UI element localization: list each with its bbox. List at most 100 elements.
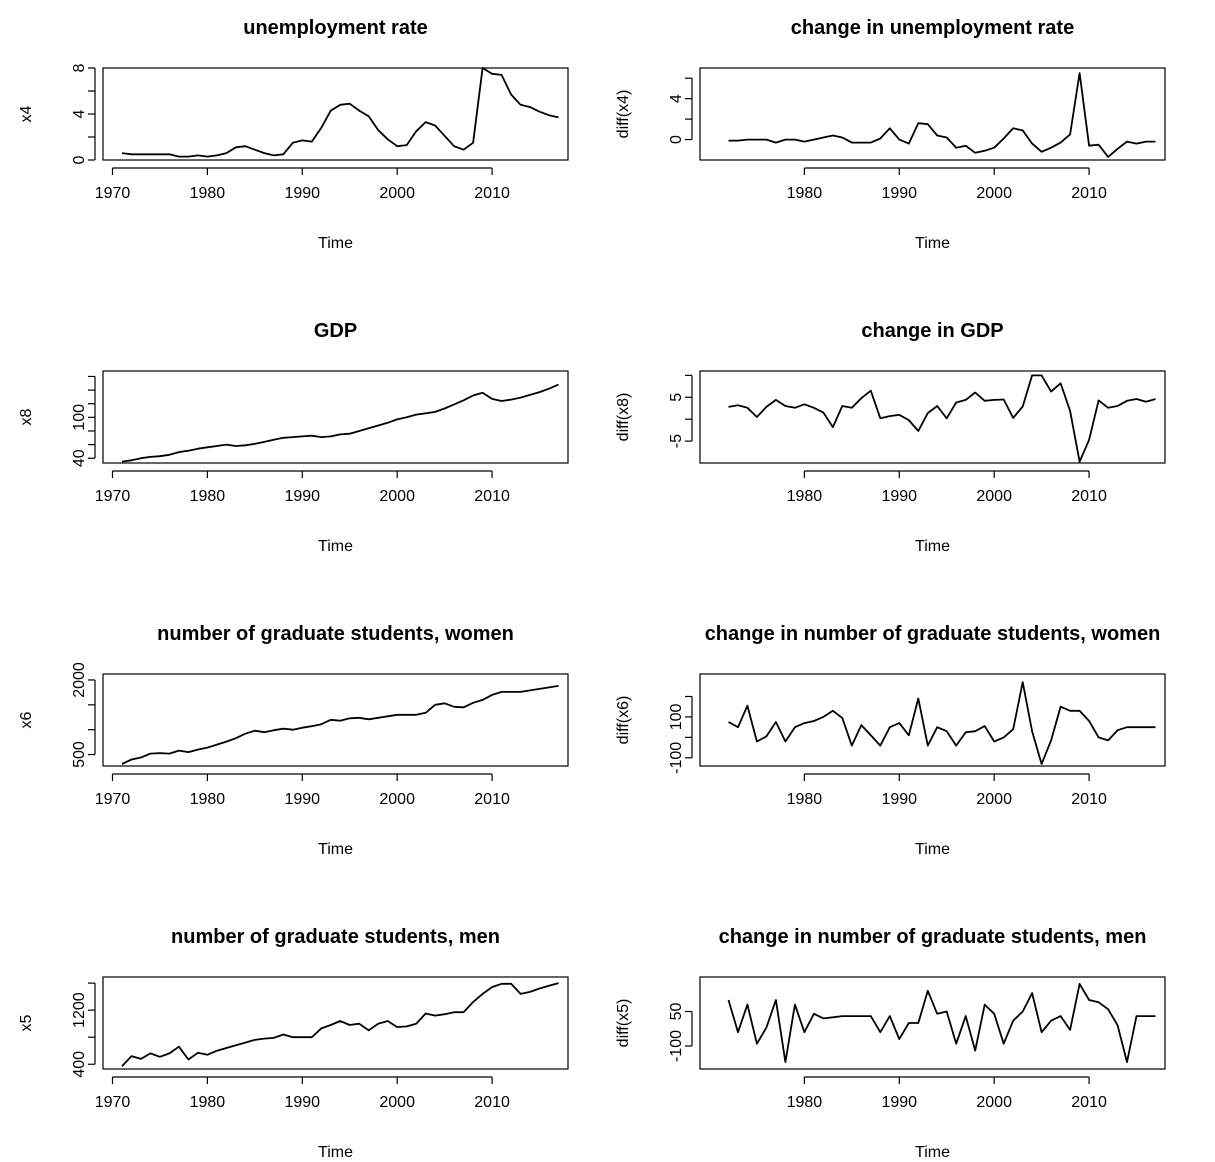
x-tick-label: 2010: [474, 1094, 510, 1111]
chart-title: change in unemployment rate: [791, 17, 1074, 39]
x-tick-label: 1990: [284, 488, 320, 505]
series-line: [728, 72, 1156, 158]
y-tick-label: -100: [668, 742, 685, 774]
y-tick-label: 100: [71, 404, 88, 431]
y-tick-label: -5: [668, 434, 685, 448]
x-axis-label: Time: [915, 1144, 950, 1161]
x-tick-label: 2010: [1071, 488, 1107, 505]
x-tick-label: 2000: [976, 488, 1012, 505]
series-line: [121, 67, 559, 158]
x-axis-label: Time: [915, 841, 950, 858]
x-tick-label: 2010: [474, 488, 510, 505]
y-tick-label: 40: [71, 449, 88, 467]
y-tick-label: 0: [71, 155, 88, 164]
y-axis-label: x8: [18, 408, 35, 425]
x-tick-label: 1970: [95, 488, 131, 505]
x-tick-label: 1990: [881, 1094, 917, 1111]
y-tick-label: 1200: [71, 992, 88, 1028]
x-tick-label: 1990: [284, 1094, 320, 1111]
x-tick-label: 2000: [976, 1094, 1012, 1111]
x-axis-label: Time: [915, 235, 950, 252]
x-tick-label: 2010: [474, 185, 510, 202]
y-axis-label: x6: [18, 711, 35, 728]
y-tick-label: 50: [668, 1003, 685, 1021]
series-line: [121, 383, 559, 463]
plot-frame: [102, 673, 569, 767]
x-tick-label: 1970: [95, 1094, 131, 1111]
y-tick-label: 400: [71, 1051, 88, 1078]
chart-panel-5: number of graduate students, women 1970 19…: [18, 623, 569, 858]
plot-frame: [699, 673, 1166, 767]
x-tick-label: 1980: [190, 791, 226, 808]
x-axis-label: Time: [318, 235, 353, 252]
chart-panel-3: GDP 1970 1980 1990 2000 2010 40 100 Time x8: [18, 320, 569, 555]
y-tick-label: 8: [71, 63, 88, 72]
plot-frame: [102, 67, 569, 161]
y-tick-label: 2000: [71, 662, 88, 698]
chart-title: number of graduate students, women: [157, 623, 514, 645]
x-tick-label: 1990: [881, 791, 917, 808]
x-tick-label: 1980: [787, 1094, 823, 1111]
y-tick-label: 100: [668, 703, 685, 730]
x-axis-label: Time: [915, 538, 950, 555]
plot-frame: [699, 67, 1166, 161]
y-tick-label: 4: [668, 94, 685, 103]
chart-title: change in number of graduate students, m…: [719, 926, 1147, 948]
y-axis-label: diff(x6): [615, 696, 632, 745]
x-tick-label: 2000: [976, 185, 1012, 202]
x-tick-label: 2000: [379, 1094, 415, 1111]
x-tick-label: 1980: [787, 488, 823, 505]
y-tick-label: 5: [668, 393, 685, 402]
x-axis-label: Time: [318, 841, 353, 858]
x-tick-label: 1990: [881, 488, 917, 505]
x-tick-label: 1990: [284, 185, 320, 202]
y-tick-label: 0: [668, 135, 685, 144]
plot-frame: [699, 370, 1166, 464]
plot-frame: [102, 976, 569, 1070]
y-axis-label: diff(x5): [615, 999, 632, 1048]
plot-frame: [102, 370, 569, 464]
x-tick-label: 1990: [284, 791, 320, 808]
x-tick-label: 2000: [976, 791, 1012, 808]
y-tick-label: 500: [71, 741, 88, 768]
y-axis-label: x4: [18, 105, 35, 122]
y-tick-label: -100: [668, 1030, 685, 1062]
chart-title: unemployment rate: [243, 17, 427, 39]
x-tick-label: 1980: [787, 185, 823, 202]
series-line: [728, 681, 1156, 765]
y-tick-label: 4: [71, 109, 88, 118]
x-tick-label: 1980: [190, 185, 226, 202]
y-axis-label: diff(x8): [615, 393, 632, 442]
x-tick-label: 2000: [379, 488, 415, 505]
chart-panel-7: number of graduate students, men 1970 1980…: [18, 926, 569, 1161]
x-tick-label: 2000: [379, 185, 415, 202]
x-tick-label: 1980: [787, 791, 823, 808]
x-axis-label: Time: [318, 538, 353, 555]
chart-panel-1: unemployment rate 1970 1980 1990 2000 2010 0 4 8…: [18, 17, 569, 252]
chart-panel-6: change in number of graduate students, w…: [615, 623, 1166, 858]
chart-panel-4: change in GDP 1980 1990 2000 2010 -5 5 Time diff…: [615, 320, 1166, 555]
x-tick-label: 1980: [190, 1094, 226, 1111]
chart-panel-2: change in unemployment rate 1980 1990 2000 2…: [615, 17, 1166, 252]
y-axis-label: x5: [18, 1014, 35, 1031]
x-tick-label: 1980: [190, 488, 226, 505]
x-axis-label: Time: [318, 1144, 353, 1161]
series-line: [121, 685, 559, 765]
x-tick-label: 2010: [1071, 1094, 1107, 1111]
x-tick-label: 2000: [379, 791, 415, 808]
chart-title: GDP: [314, 320, 357, 342]
x-tick-label: 1990: [881, 185, 917, 202]
x-tick-label: 2010: [474, 791, 510, 808]
series-line: [727, 983, 1156, 1063]
x-tick-label: 1970: [95, 185, 131, 202]
x-tick-label: 2010: [1071, 791, 1107, 808]
series-line: [121, 982, 559, 1067]
chart-title: change in GDP: [861, 320, 1003, 342]
chart-panel-8: change in number of graduate students, m…: [615, 926, 1166, 1161]
chart-title: number of graduate students, men: [171, 926, 500, 948]
x-tick-label: 1970: [95, 791, 131, 808]
y-axis-label: diff(x4): [615, 90, 632, 139]
series-line: [728, 374, 1156, 463]
x-tick-label: 2010: [1071, 185, 1107, 202]
